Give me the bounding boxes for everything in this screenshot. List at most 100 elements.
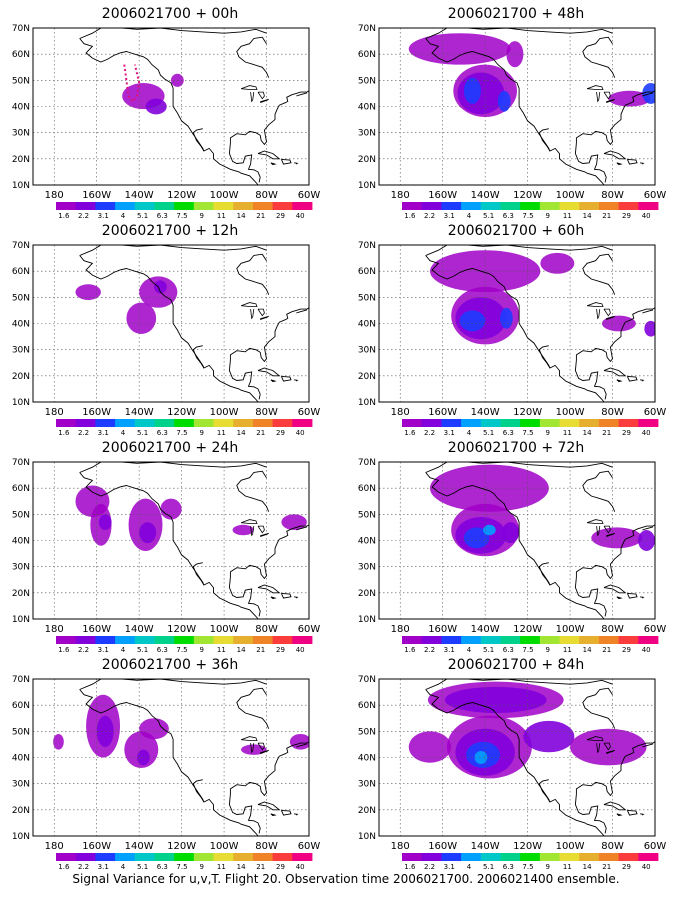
coastline <box>626 809 638 816</box>
lat-label: 50N <box>358 293 376 303</box>
colorbar-swatch <box>252 636 274 644</box>
lake-outline <box>603 308 611 317</box>
colorbar-label: 29 <box>622 212 631 220</box>
variance-contour <box>98 514 112 531</box>
coastline <box>192 345 205 369</box>
lake-outline <box>606 749 615 754</box>
colorbar-label: 9 <box>545 863 549 871</box>
coastline <box>228 143 261 183</box>
lake-outline <box>260 315 269 320</box>
lon-label: 180 <box>45 841 64 852</box>
lat-label: 40N <box>358 754 376 764</box>
lon-label: 100W <box>210 190 239 201</box>
lon-label: 120W <box>513 624 542 635</box>
lat-label: 70N <box>12 458 30 468</box>
lake-outline <box>250 743 255 754</box>
coastline <box>228 577 261 617</box>
map-panel: 2006021700 + 12h 70N 60N 50N 40N 30N 20N 10N 180… <box>0 217 340 437</box>
colorbar-label: 6.3 <box>157 646 168 654</box>
lat-label: 50N <box>12 76 30 86</box>
colorbar-swatch <box>618 636 639 644</box>
colorbar-swatch <box>539 419 560 427</box>
colorbar-label: 11 <box>563 646 572 654</box>
lon-label: 160W <box>82 407 111 418</box>
coastline <box>79 255 259 402</box>
lat-label: 10N <box>12 615 30 625</box>
coastline <box>603 150 627 160</box>
variance-contour <box>137 749 150 766</box>
colorbar-label: 14 <box>583 429 592 437</box>
colorbar-swatch <box>213 419 234 427</box>
map-panel: 2006021700 + 24h 70N 60N 50N 40N 30N 20N 10N 180… <box>0 434 340 654</box>
map-frame <box>378 678 656 837</box>
variance-contour <box>145 98 167 115</box>
colorbar-swatch <box>520 419 541 427</box>
coastline <box>192 779 205 803</box>
lon-label: 100W <box>210 407 239 418</box>
colorbar-swatch <box>174 419 195 427</box>
coastline <box>280 592 292 599</box>
lat-label: 30N <box>12 129 30 139</box>
colorbar-label: 6.3 <box>503 212 514 220</box>
colorbar-swatch <box>193 419 214 427</box>
colorbar-label: 11 <box>563 863 572 871</box>
coastline <box>270 596 277 600</box>
colorbar-swatch <box>559 636 580 644</box>
colorbar-swatch <box>56 202 77 210</box>
coastline <box>425 245 613 256</box>
colorbar-swatch <box>500 853 521 861</box>
colorbar-swatch <box>75 636 96 644</box>
colorbar-swatch <box>252 202 274 210</box>
lat-label: 60N <box>358 701 376 711</box>
colorbar-swatch <box>461 419 482 427</box>
coastline <box>79 689 259 836</box>
coastline <box>616 596 623 600</box>
lat-label: 60N <box>12 701 30 711</box>
lon-label: 80W <box>601 624 624 635</box>
coastline <box>640 162 645 165</box>
lon-label: 180 <box>391 841 410 852</box>
map-svg: 70N 60N 50N 40N 30N 20N 10N 180 160W 140W 120W 100W… <box>12 241 321 437</box>
lat-label: 10N <box>358 398 376 408</box>
coastline <box>642 92 654 97</box>
coastline <box>574 143 607 183</box>
colorbar-label: 6.3 <box>503 863 514 871</box>
colorbar-swatch <box>233 853 254 861</box>
colorbar-swatch <box>520 636 541 644</box>
colorbar-swatch <box>174 636 195 644</box>
map-frame <box>32 678 310 837</box>
lat-label: 40N <box>358 537 376 547</box>
variance-contour <box>139 522 157 544</box>
lat-label: 20N <box>358 372 376 382</box>
coastline <box>236 36 270 78</box>
panel-title: 2006021700 + 48h <box>447 6 585 22</box>
map-panel: 2006021700 + 48h 70N 60N 50N 40N 30N 20N 10N 180… <box>346 0 686 220</box>
colorbar-swatch <box>213 202 234 210</box>
colorbar-label: 5.1 <box>137 863 148 871</box>
colorbar-swatch <box>252 853 274 861</box>
map-frame <box>32 244 310 403</box>
colorbar-label: 4 <box>467 646 472 654</box>
coastline <box>575 307 655 363</box>
colorbar-swatch <box>402 419 423 427</box>
lon-label: 80W <box>255 624 278 635</box>
colorbar-label: 3.1 <box>444 429 455 437</box>
variance-contour <box>570 728 647 766</box>
variance-contour <box>124 731 159 768</box>
colorbar-swatch <box>579 419 600 427</box>
colorbar-label: 3.1 <box>98 429 109 437</box>
coastline <box>425 689 605 836</box>
lake-outline <box>606 98 615 103</box>
lon-label: 80W <box>255 190 278 201</box>
colorbar-label: 4 <box>121 646 126 654</box>
colorbar-swatch <box>480 419 501 427</box>
coastline <box>229 524 309 580</box>
colorbar-label: 3.1 <box>444 646 455 654</box>
coastline <box>425 462 613 473</box>
colorbar-label: 3.1 <box>444 212 455 220</box>
lon-label: 60W <box>644 407 667 418</box>
lon-label: 60W <box>644 190 667 201</box>
map-frame <box>378 244 656 403</box>
map-panel: 2006021700 + 00h 70N 60N 50N 40N 30N 20N 10N 180… <box>0 0 340 220</box>
coastline <box>270 813 277 817</box>
